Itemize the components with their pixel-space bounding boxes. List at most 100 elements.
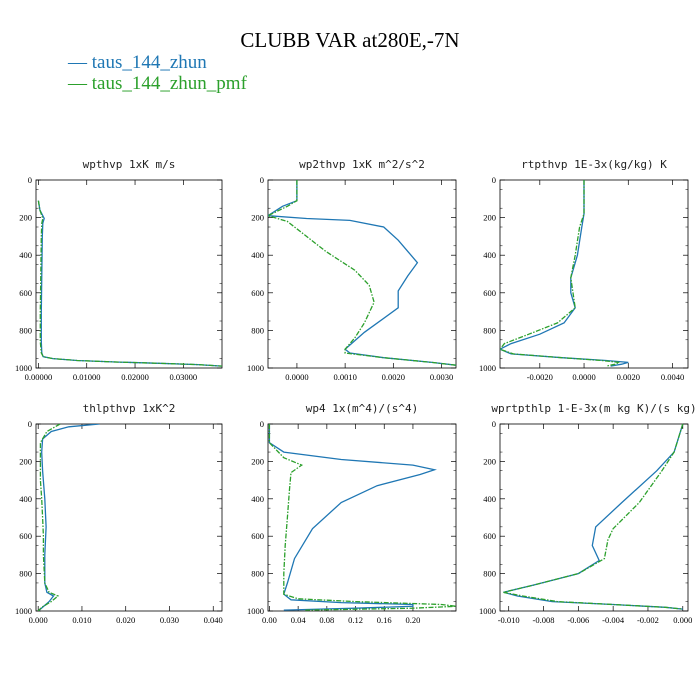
x-tick-label: 0.00000 [25, 372, 53, 382]
legend-line-icon: — [68, 52, 87, 73]
x-tick-label: 0.000 [29, 615, 48, 625]
plot-frame [499, 179, 689, 369]
y-tick-label: 800 [483, 325, 496, 335]
y-tick-label: 400 [251, 250, 264, 260]
x-tick-label: 0.20 [406, 615, 421, 625]
x-tick-label: 0.0020 [617, 372, 640, 382]
y-tick-label: 1000 [15, 363, 32, 373]
x-tick-label: 0.0010 [333, 372, 356, 382]
y-tick-label: 800 [19, 325, 32, 335]
y-tick-label: 0 [260, 419, 264, 429]
chart-title: wp4 1x(m^4)/(s^4) [306, 402, 419, 415]
y-tick-label: 200 [483, 456, 496, 466]
y-tick-label: 400 [483, 494, 496, 504]
y-tick-label: 600 [483, 288, 496, 298]
series-line-1 [268, 424, 437, 611]
chart-panel: rtpthvp 1E-3x(kg/kg) K 0 200 400 600 800 1000 -… [479, 158, 689, 382]
y-tick-label: 1000 [247, 606, 264, 616]
y-tick-label: 1000 [15, 606, 32, 616]
x-tick-label: 0.16 [377, 615, 392, 625]
y-tick-label: 800 [251, 325, 264, 335]
chart-panel: wp2thvp 1xK m^2/s^2 0 200 400 600 800 1000 0.00… [247, 158, 457, 382]
y-tick-label: 0 [492, 419, 496, 429]
series-line-1 [503, 424, 684, 610]
plot-frame [499, 423, 689, 612]
x-tick-label: 0.02000 [121, 372, 149, 382]
chart-title: wpthvp 1xK m/s [83, 158, 176, 171]
y-tick-label: 600 [483, 531, 496, 541]
x-tick-label: 0.000 [673, 615, 692, 625]
y-tick-label: 1000 [479, 363, 496, 373]
series-line-2 [503, 424, 684, 610]
y-tick-label: 400 [19, 250, 32, 260]
x-tick-label: -0.0020 [527, 372, 553, 382]
plot-frame [267, 423, 457, 612]
legend-line-icon: — [68, 73, 87, 94]
y-tick-label: 600 [251, 531, 264, 541]
x-tick-label: 0.040 [204, 615, 223, 625]
page-title: CLUBB VAR at280E,-7N [240, 28, 460, 52]
x-tick-label: -0.002 [637, 615, 659, 625]
plot-frame [267, 179, 457, 369]
x-tick-label: -0.006 [567, 615, 589, 625]
series-line-1 [37, 200, 222, 367]
x-tick-label: -0.008 [533, 615, 555, 625]
legend-label: taus_144_zhun [91, 52, 207, 73]
x-tick-label: 0.0000 [285, 372, 308, 382]
series-line-2 [268, 424, 456, 611]
y-tick-label: 600 [19, 288, 32, 298]
y-tick-label: 600 [251, 288, 264, 298]
series-line-2 [37, 200, 222, 367]
x-tick-label: 0.0000 [572, 372, 595, 382]
plot-frame [35, 423, 223, 612]
series-line-2 [500, 180, 620, 367]
y-tick-label: 0 [260, 175, 264, 185]
y-tick-label: 200 [19, 213, 32, 223]
chart-title: thlpthvp 1xK^2 [83, 402, 176, 415]
y-tick-label: 0 [28, 419, 32, 429]
series-line-1 [268, 180, 456, 366]
y-tick-label: 400 [251, 494, 264, 504]
plot-frame [35, 179, 223, 369]
x-tick-label: 0.12 [348, 615, 363, 625]
series-line-1 [500, 180, 629, 367]
y-tick-label: 0 [492, 175, 496, 185]
y-tick-label: 1000 [479, 606, 496, 616]
x-tick-label: 0.01000 [73, 372, 101, 382]
x-tick-label: 0.020 [116, 615, 135, 625]
y-tick-label: 200 [251, 213, 264, 223]
legend-entry-taus-144-zhun-pmf: — taus_144_zhun_pmf [68, 73, 247, 95]
legend-entry-taus-144-zhun: — taus_144_zhun [68, 52, 207, 74]
y-tick-label: 200 [483, 213, 496, 223]
series-line-1 [37, 424, 100, 611]
x-tick-label: 0.0040 [661, 372, 684, 382]
x-tick-label: -0.010 [498, 615, 520, 625]
x-tick-label: 0.0030 [430, 372, 453, 382]
legend-label: taus_144_zhun_pmf [91, 73, 247, 94]
x-tick-label: 0.04 [291, 615, 307, 625]
x-tick-label: 0.030 [160, 615, 179, 625]
y-tick-label: 0 [28, 175, 32, 185]
x-tick-label: 0.03000 [170, 372, 198, 382]
y-tick-label: 400 [19, 494, 32, 504]
x-tick-label: 0.00 [262, 615, 277, 625]
y-tick-label: 400 [483, 250, 496, 260]
y-tick-label: 1000 [247, 363, 264, 373]
y-tick-label: 200 [251, 456, 264, 466]
x-tick-label: -0.004 [602, 615, 625, 625]
chart-title: wprtpthlp 1-E-3x(m kg K)/(s kg) [491, 402, 696, 415]
series-line-2 [37, 424, 61, 611]
chart-title: rtpthvp 1E-3x(kg/kg) K [521, 158, 667, 171]
chart-panel: wprtpthlp 1-E-3x(m kg K)/(s kg) 0 200 400 60… [479, 402, 697, 625]
y-tick-label: 600 [19, 531, 32, 541]
series-line-2 [268, 180, 456, 366]
chart-title: wp2thvp 1xK m^2/s^2 [299, 158, 425, 171]
y-tick-label: 800 [251, 569, 264, 579]
y-tick-label: 800 [19, 569, 32, 579]
y-tick-label: 200 [19, 456, 32, 466]
x-tick-label: 0.08 [319, 615, 334, 625]
